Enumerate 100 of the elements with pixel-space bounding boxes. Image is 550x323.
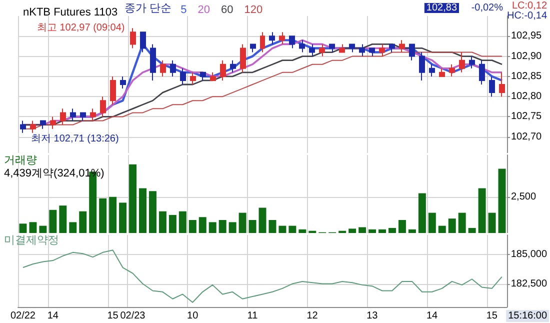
bar: [408, 229, 416, 233]
x-tick-label: 15: [107, 310, 119, 322]
candlestick: [469, 56, 475, 69]
candlestick: [90, 108, 96, 122]
line-series: [22, 250, 502, 303]
bar: [488, 212, 496, 233]
bar: [109, 196, 117, 233]
bar: [478, 188, 486, 233]
chart-title: 미결제약정: [4, 234, 59, 246]
bar: [208, 222, 216, 233]
candlestick: [279, 32, 285, 45]
bar: [378, 229, 386, 233]
bar: [468, 228, 476, 233]
bar: [119, 202, 127, 233]
bar: [49, 210, 57, 233]
bar: [268, 220, 276, 233]
text: 15:16:00: [508, 310, 548, 322]
bar: [148, 191, 156, 233]
candlestick: [220, 60, 226, 81]
text: -0,02%: [471, 2, 504, 14]
candlestick: [50, 116, 56, 130]
text: 120: [244, 4, 263, 16]
text: LC:0,12: [512, 0, 548, 12]
x-tick-label: 15: [486, 310, 498, 322]
x-tick-label: 02/23: [120, 310, 146, 322]
candlestick: [399, 40, 405, 53]
candlestick: [389, 44, 395, 53]
bar: [39, 226, 47, 233]
bar: [29, 222, 37, 233]
chart-title: 거래량: [4, 154, 37, 166]
bar: [238, 212, 246, 233]
candlestick: [329, 44, 335, 53]
candlestick: [30, 120, 36, 134]
candlestick: [499, 72, 505, 98]
candlestick: [289, 36, 295, 49]
bar: [158, 211, 166, 233]
candlestick: [80, 112, 86, 122]
y-tick-label: 102,70: [511, 131, 542, 142]
x-tick-label: 10: [187, 310, 199, 322]
bar: [188, 220, 196, 233]
candlestick: [429, 64, 435, 77]
y-tick-label: 182,500: [510, 278, 548, 290]
bar: [248, 220, 256, 233]
bar: [258, 208, 266, 233]
bar: [69, 222, 77, 233]
y-tick-label: 102,95: [511, 30, 542, 42]
chart-title: nKTB Futures 1103: [23, 6, 118, 18]
bar: [438, 226, 446, 233]
candlestick: [439, 68, 445, 77]
candlestick: [449, 64, 455, 77]
candlestick: [459, 52, 465, 73]
x-tick-label: 14: [47, 310, 59, 322]
candlestick: [160, 60, 166, 77]
bar: [428, 212, 436, 233]
annotation: 최고 102,97 (09:04): [36, 22, 125, 34]
annotation: 최저 102,71 (13:26): [30, 133, 119, 144]
candlestick: [240, 44, 246, 73]
candlestick: [140, 32, 146, 53]
y-tick-label: 102,75: [511, 111, 542, 122]
bar: [348, 228, 356, 233]
bar: [398, 220, 406, 233]
candlestick: [309, 44, 315, 57]
y-tick-label: 102,85: [511, 70, 542, 82]
bar: [228, 222, 236, 233]
x-tick-label: 13: [366, 310, 378, 322]
y-tick-label: 185,000: [510, 249, 548, 260]
candlestick: [269, 32, 275, 45]
candlestick: [379, 44, 385, 57]
bar: [458, 212, 466, 233]
bar: [19, 224, 27, 233]
bar: [168, 214, 176, 233]
candlestick: [180, 68, 186, 85]
candlestick: [260, 32, 265, 53]
bar: [388, 228, 396, 233]
bar: [358, 227, 366, 233]
bar: [198, 217, 206, 233]
candlestick: [110, 76, 116, 106]
candlestick: [349, 44, 355, 53]
bar: [448, 218, 456, 233]
bar: [129, 164, 137, 233]
x-tick-label: 14: [426, 310, 438, 322]
x-tick-label: 11: [247, 310, 258, 322]
candlestick: [489, 76, 495, 98]
candlestick: [250, 44, 256, 53]
bar: [139, 188, 146, 233]
bar: [59, 206, 67, 233]
bar: [79, 211, 87, 233]
bar: [298, 229, 306, 233]
candlestick: [419, 52, 425, 81]
y-tick-label: 2,500: [511, 191, 536, 202]
candlestick: [120, 76, 126, 90]
bar: [278, 226, 286, 233]
y-tick-label: 102,90: [511, 50, 542, 62]
legend-title: 종가 단순: [124, 2, 172, 14]
candlestick: [359, 44, 365, 57]
candlestick: [299, 40, 305, 53]
bar: [178, 211, 186, 233]
candlestick: [40, 120, 46, 130]
text: 20: [198, 4, 210, 16]
bar: [368, 229, 376, 233]
